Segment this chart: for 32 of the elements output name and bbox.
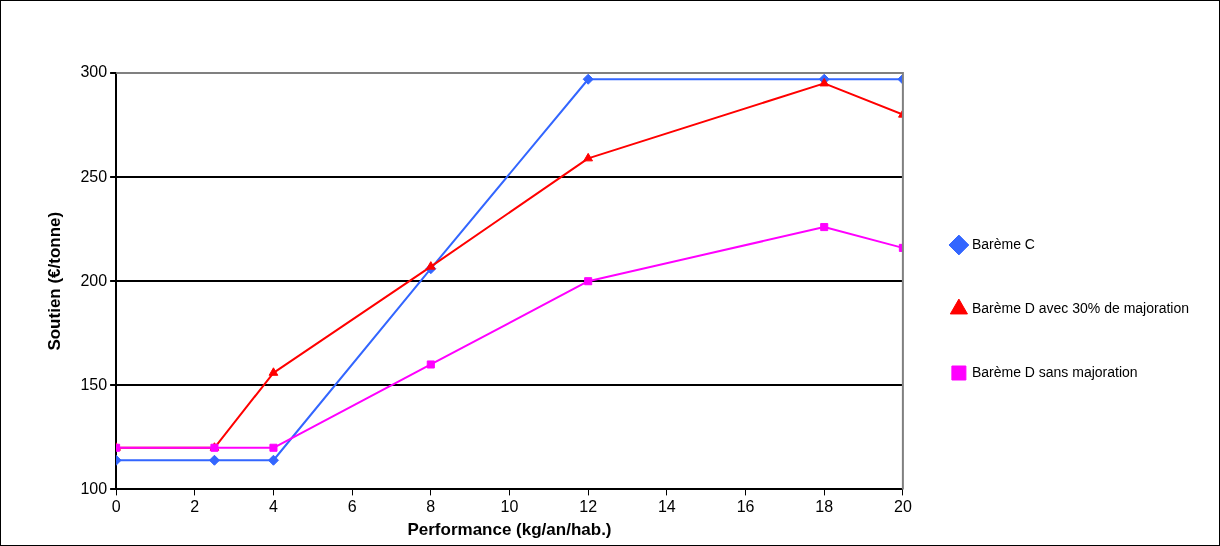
x-tick-label: 18 bbox=[815, 498, 834, 516]
x-axis-title: Performance (kg/an/hab.) bbox=[407, 520, 612, 540]
point bbox=[426, 360, 435, 369]
point bbox=[583, 152, 593, 162]
legend-label: Barème C bbox=[971, 235, 1035, 252]
point bbox=[820, 223, 829, 232]
x-tick-label: 12 bbox=[579, 498, 598, 516]
x-tick-label: 2 bbox=[190, 498, 200, 516]
point bbox=[208, 454, 220, 466]
x-tick-label: 0 bbox=[111, 498, 121, 516]
y-tick-label: 200 bbox=[80, 271, 108, 289]
point bbox=[269, 443, 278, 452]
x-tick-label: 4 bbox=[269, 498, 278, 516]
y-tick-label: 100 bbox=[80, 479, 108, 497]
x-tick-label: 16 bbox=[736, 498, 755, 516]
point bbox=[267, 454, 279, 466]
point bbox=[584, 277, 593, 286]
y-tick-label: 250 bbox=[80, 167, 108, 185]
x-tick-label: 10 bbox=[500, 498, 519, 516]
point bbox=[819, 77, 830, 87]
legend-label: Barème D sans majoration bbox=[971, 363, 1138, 380]
point bbox=[425, 261, 436, 270]
x-tick-label: 14 bbox=[657, 498, 676, 516]
x-tick-label: 20 bbox=[893, 498, 912, 516]
y-tick-label: 300 bbox=[80, 63, 108, 81]
x-tick-label: 8 bbox=[426, 498, 436, 516]
x-tick-label: 6 bbox=[347, 498, 357, 516]
point bbox=[582, 73, 594, 85]
point bbox=[268, 367, 279, 376]
y-tick-label: 150 bbox=[80, 375, 108, 393]
y-axis-title: Soutien (€/tonne) bbox=[44, 211, 64, 351]
legend-label: Barème D avec 30% de majoration bbox=[971, 299, 1189, 316]
